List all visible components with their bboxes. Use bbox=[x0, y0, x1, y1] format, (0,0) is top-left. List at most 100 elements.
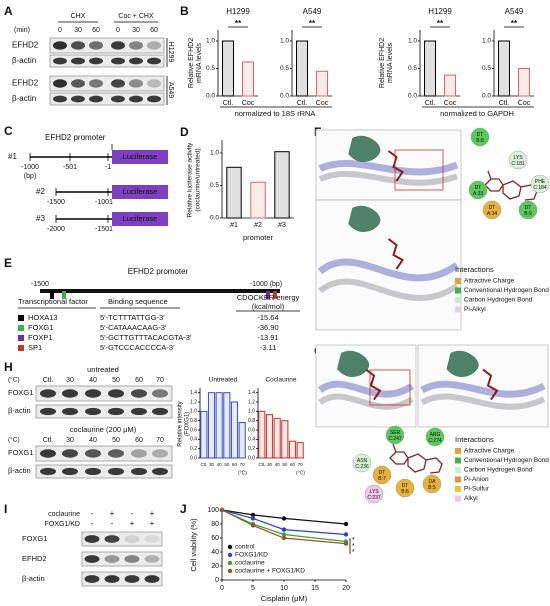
ligand bbox=[365, 368, 382, 401]
binding-site bbox=[62, 291, 66, 299]
group-label: CHX bbox=[71, 13, 86, 20]
blot-band bbox=[71, 41, 85, 50]
legend-swatch bbox=[455, 297, 461, 303]
temp-label: 70 bbox=[156, 377, 164, 384]
reporter-box bbox=[112, 150, 168, 164]
sequence: 5′-CATAAACAAG-3′ bbox=[100, 323, 167, 332]
blot-band bbox=[131, 467, 147, 476]
blot-band bbox=[111, 57, 125, 65]
y-tick-label: 0.0 bbox=[482, 93, 491, 100]
panel-label: A bbox=[4, 4, 13, 18]
temp-label: 30 bbox=[66, 437, 74, 444]
blot-band bbox=[108, 449, 124, 458]
temp-label: 50 bbox=[112, 437, 120, 444]
bar bbox=[296, 442, 304, 459]
legend-marker bbox=[227, 560, 233, 566]
blot-band bbox=[71, 79, 85, 88]
x-tick-label: 20 bbox=[342, 585, 350, 592]
residue bbox=[425, 427, 445, 447]
point bbox=[281, 532, 287, 537]
bar bbox=[288, 440, 297, 459]
blot-band bbox=[89, 79, 103, 88]
y-tick-label: 20 bbox=[211, 563, 219, 570]
condition-label: untreated bbox=[87, 365, 119, 374]
legend-swatch bbox=[455, 457, 461, 464]
legend-title: Interactions bbox=[455, 435, 494, 444]
y-tick-label: 1.0 bbox=[408, 38, 417, 45]
residue bbox=[508, 150, 528, 170]
energy: -13.91 bbox=[257, 333, 278, 342]
zoom-box bbox=[394, 149, 444, 191]
temp-label: Ctl. bbox=[43, 377, 54, 384]
y-tick-label: 1.0 bbox=[280, 38, 289, 45]
energy: -36.90 bbox=[257, 323, 278, 332]
blot bbox=[49, 75, 165, 92]
y-tick-label: 1.0 bbox=[190, 409, 197, 415]
residue-name: DT bbox=[525, 205, 532, 211]
temp-label: 40 bbox=[89, 377, 97, 384]
residue-name: PHE bbox=[535, 179, 546, 185]
blot-band bbox=[152, 407, 168, 416]
legend-swatch bbox=[455, 278, 461, 284]
chart-title: A549 bbox=[505, 7, 524, 16]
y-tick-label: 60 bbox=[211, 535, 219, 542]
bar bbox=[274, 151, 290, 219]
zoom-box bbox=[369, 369, 411, 406]
y-tick-label: 0 bbox=[215, 577, 219, 584]
legend-swatch bbox=[455, 486, 461, 492]
y-axis-label: Relative intensity bbox=[178, 401, 184, 446]
blot-band bbox=[104, 575, 120, 583]
blot-band bbox=[111, 41, 125, 50]
blot-band bbox=[89, 41, 103, 50]
blot bbox=[35, 404, 173, 419]
table-header: Transcriptional factor bbox=[18, 297, 88, 306]
series-line bbox=[221, 509, 347, 543]
bar bbox=[518, 68, 530, 97]
blot-band bbox=[40, 449, 56, 458]
protein-label: FOXG1 bbox=[8, 448, 33, 457]
bar bbox=[230, 401, 239, 459]
legend-marker bbox=[227, 552, 233, 558]
y-tick-label: 1.0 bbox=[210, 150, 219, 157]
blot-band bbox=[124, 575, 140, 583]
blot bbox=[35, 445, 173, 462]
condition-label: coclaurine (200 μM) bbox=[70, 425, 137, 434]
reporter-box bbox=[112, 185, 168, 199]
blot-band bbox=[62, 449, 78, 458]
blot-band bbox=[124, 535, 140, 543]
y-tick-label: 0.2 bbox=[248, 446, 255, 452]
legend-swatch bbox=[455, 306, 461, 313]
protein-label: β-actin bbox=[8, 466, 31, 475]
blot-band bbox=[111, 79, 125, 88]
point bbox=[250, 516, 256, 521]
bar bbox=[316, 70, 328, 97]
bar bbox=[226, 166, 242, 219]
blot-band bbox=[71, 57, 85, 65]
blot bbox=[35, 464, 173, 479]
binding-site bbox=[50, 291, 54, 299]
dna-strand bbox=[317, 380, 414, 398]
label: -1001 bbox=[95, 199, 113, 206]
blot-band bbox=[124, 555, 140, 563]
bar bbox=[215, 392, 223, 459]
y-tick-label: 1.0 bbox=[482, 38, 491, 45]
residue bbox=[385, 425, 405, 445]
bar bbox=[250, 181, 266, 219]
construct-name: #1 bbox=[8, 152, 17, 161]
blot-band bbox=[53, 41, 67, 50]
binding-site bbox=[266, 291, 270, 299]
panel-label: J bbox=[180, 502, 187, 516]
x-tick-label: 15 bbox=[311, 585, 319, 592]
bar bbox=[200, 410, 208, 459]
bar bbox=[242, 61, 254, 97]
x-axis-label: promoter bbox=[243, 233, 274, 242]
blot bbox=[81, 551, 163, 567]
panel-label: E bbox=[4, 256, 12, 270]
blot-band bbox=[108, 407, 124, 416]
x-tick-label: 0 bbox=[220, 585, 224, 592]
sign: - bbox=[91, 519, 94, 528]
y-tick-label: 0.0 bbox=[280, 93, 289, 100]
residue-id: B:6 bbox=[401, 489, 409, 495]
x-tick-label: Ctl. bbox=[425, 100, 436, 107]
